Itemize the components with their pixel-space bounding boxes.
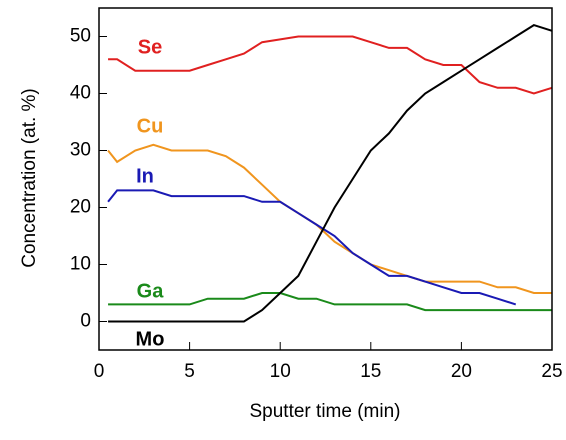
y-axis-label: Concentration (at. %) bbox=[19, 88, 40, 268]
series-label: Ga bbox=[137, 280, 165, 302]
series-label: In bbox=[136, 165, 154, 187]
x-tick-label: 20 bbox=[451, 361, 472, 382]
series-line bbox=[107, 189, 517, 306]
series-line bbox=[108, 24, 553, 323]
y-tick-label: 30 bbox=[70, 140, 91, 161]
y-tick-label: 50 bbox=[70, 26, 91, 47]
x-tick-label: 15 bbox=[360, 361, 381, 382]
plot-frame bbox=[98, 7, 553, 351]
y-tick-label: 20 bbox=[70, 197, 91, 218]
series-line bbox=[107, 143, 552, 294]
y-tick-label: 0 bbox=[80, 311, 91, 332]
y-tick-label: 40 bbox=[70, 83, 91, 104]
x-tick-label: 5 bbox=[184, 361, 195, 382]
x-tick-label: 25 bbox=[541, 361, 562, 382]
series-line bbox=[108, 35, 553, 95]
series-label: Cu bbox=[137, 115, 164, 137]
series-label: Se bbox=[138, 36, 162, 58]
x-axis-label: Sputter time (min) bbox=[250, 401, 401, 422]
series-label: Mo bbox=[136, 328, 165, 350]
y-tick-label: 10 bbox=[70, 254, 91, 275]
series-line bbox=[108, 292, 552, 312]
x-tick-label: 10 bbox=[270, 361, 291, 382]
x-tick-label: 0 bbox=[94, 361, 105, 382]
